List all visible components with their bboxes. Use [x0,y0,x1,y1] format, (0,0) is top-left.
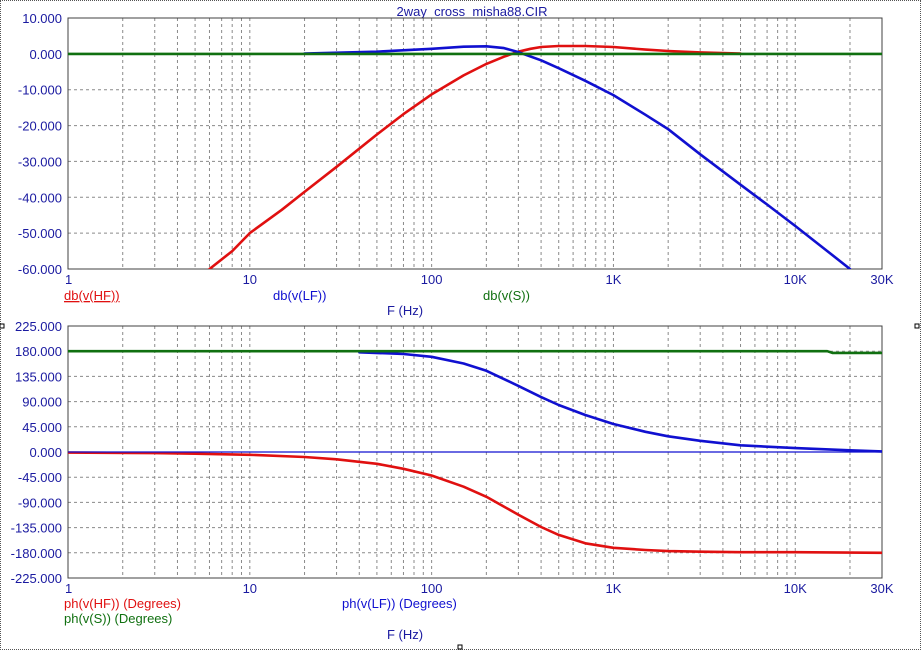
legend-ph-hf[interactable]: ph(v(HF)) (Degrees) [64,596,181,611]
y-tick-label: -20.000 [18,119,62,134]
legend-db-lf[interactable]: db(v(LF)) [273,288,326,303]
y-tick-label: -45.000 [18,470,62,485]
legend-ph-sum[interactable]: ph(v(S)) (Degrees) [64,611,172,626]
x-tick-label: 1 [65,272,72,287]
y-tick-label: 135.000 [15,369,62,384]
y-tick-label: 0.000 [29,445,62,460]
y-tick-label: 225.000 [15,319,62,334]
x-tick-label: 10K [784,272,807,287]
y-tick-label: -135.000 [11,521,62,536]
x-tick-label: 100 [421,272,443,287]
series-line-db-v-lf[interactable] [303,44,852,269]
y-tick-label: 180.000 [15,344,62,359]
y-tick-label: -90.000 [18,495,62,510]
selection-handle[interactable] [457,644,463,650]
x-tick-label: 30K [870,272,893,287]
y-tick-label: -30.000 [18,154,62,169]
phase-panel[interactable]: 225.000 180.000 135.000 90.000 45.000 0.000 -4… [11,319,894,596]
x-axis-label-bottom: F (Hz) [387,627,423,642]
y-tick-label: -180.000 [11,546,62,561]
legend-db-sum[interactable]: db(v(S)) [483,288,530,303]
x-tick-label: 1K [605,272,621,287]
y-tick-label: -225.000 [11,571,62,586]
chart-title: 2way_cross_misha88.CIR [396,4,547,19]
y-tick-label: 0.000 [29,47,62,62]
y-tick-label: -60.000 [18,262,62,277]
y-tick-label: 10.000 [22,11,62,26]
series-line-ph-v-s-degrees[interactable] [68,349,882,355]
x-tick-label: 1 [65,581,72,596]
y-tick-label: -50.000 [18,226,62,241]
magnitude-panel[interactable]: 10.000 0.000 -10.000 -20.000 -30.000 -40.000 -… [18,11,894,287]
selection-handle[interactable] [914,323,920,329]
x-tick-label: 10K [784,581,807,596]
series-line-db-v-hf[interactable] [208,44,742,269]
x-axis-label-top: F (Hz) [387,303,423,318]
legend-db-hf[interactable]: db(v(HF)) [64,288,120,303]
plot-frame [67,17,883,270]
y-tick-label: -40.000 [18,190,62,205]
x-tick-label: 10 [243,272,257,287]
x-tick-label: 100 [421,581,443,596]
y-tick-label: 90.000 [22,395,62,410]
series-line-ph-v-hf-degrees[interactable] [68,451,882,555]
series-line-ph-v-lf-degrees[interactable] [357,350,882,453]
x-tick-label: 30K [870,581,893,596]
x-tick-label: 1K [605,581,621,596]
legend-ph-lf[interactable]: ph(v(LF)) (Degrees) [342,596,457,611]
y-tick-label: -10.000 [18,83,62,98]
y-tick-label: 45.000 [22,420,62,435]
x-tick-label: 10 [243,581,257,596]
selection-handle[interactable] [0,323,5,329]
